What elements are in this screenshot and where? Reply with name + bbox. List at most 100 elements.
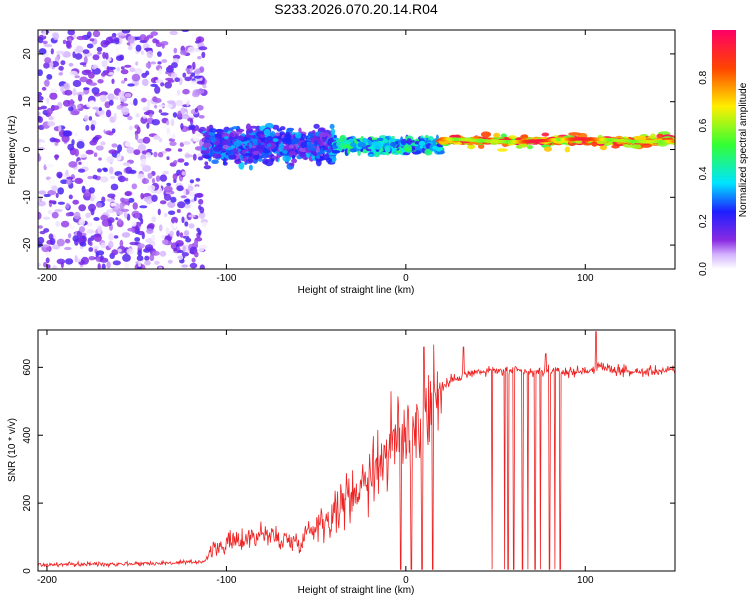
- spectrogram-cell: [95, 145, 104, 151]
- spectrogram-cell: [199, 264, 205, 269]
- spectrogram-cell: [90, 235, 95, 241]
- spectrogram-cell: [222, 144, 229, 149]
- spectrogram-cell: [38, 211, 42, 220]
- spectrogram-cell: [154, 104, 158, 109]
- spectrogram-cell: [591, 141, 598, 147]
- spectrogram-cell: [245, 159, 254, 164]
- snr-data-point: [387, 448, 388, 449]
- spectrogram-cell: [101, 60, 108, 68]
- spectrogram-cell: [85, 212, 91, 218]
- spectrogram-cell: [151, 234, 156, 242]
- spectrogram-cell: [177, 158, 185, 163]
- spectrogram-cell: [282, 154, 292, 163]
- spectrogram-cell: [38, 48, 47, 55]
- spectrogram-cell: [173, 160, 178, 165]
- spectrogram-cell: [196, 227, 201, 232]
- spectrogram-cell: [145, 244, 154, 251]
- spectrogram-cell: [275, 156, 279, 162]
- snr-data-point: [226, 543, 227, 544]
- spectrogram-cell: [198, 211, 206, 220]
- spectrogram-cell: [108, 149, 117, 154]
- spectrogram-cell: [195, 89, 205, 94]
- snr-data-point: [190, 562, 191, 563]
- spectrogram-cell: [323, 146, 329, 151]
- spectrogram-cell: [84, 69, 92, 74]
- spectrogram-cell: [150, 31, 158, 36]
- spectrogram-cell: [228, 153, 237, 160]
- spectrogram-cell: [169, 30, 179, 36]
- spectrogram-cell: [404, 147, 413, 153]
- spectrogram-cell: [136, 126, 141, 134]
- spectrogram-cell: [312, 151, 318, 157]
- snr-x-tick-label: -100: [216, 575, 236, 586]
- spectrogram-cell: [146, 50, 153, 59]
- spectrogram-cell: [195, 192, 204, 198]
- spectrogram-cell: [106, 198, 115, 202]
- spectrogram-cell: [86, 229, 95, 234]
- spectrogram-cell: [76, 104, 82, 109]
- spectrogram-cell: [135, 61, 139, 66]
- spectrogram-cell: [166, 126, 171, 135]
- spectrogram-cell: [381, 151, 387, 156]
- spectrogram-cell: [182, 245, 186, 253]
- spectrogram-cell: [306, 143, 314, 151]
- spectrogram-cell: [107, 93, 115, 101]
- spectrogram-cell: [93, 152, 98, 157]
- snr-data-point: [360, 482, 361, 483]
- spectrogram-cell: [141, 264, 146, 269]
- snr-data-point: [334, 513, 335, 514]
- spectrogram-cell: [97, 168, 102, 173]
- spectrogram-cell: [106, 261, 111, 269]
- colorbar-tick-label: 0.0: [698, 262, 709, 276]
- spectrogram-cell: [161, 235, 166, 239]
- spectrogram-cell: [124, 141, 132, 147]
- spectrogram-cell: [139, 40, 148, 44]
- spectrogram-cell: [83, 87, 90, 91]
- spectrogram-cell: [104, 126, 111, 132]
- spectrogram-cell: [92, 174, 98, 180]
- snr-data-point: [567, 372, 568, 373]
- colorbar-label: Normalized spectral amplitude: [738, 82, 749, 217]
- spectrogram-cell: [118, 175, 126, 183]
- spectrogram-cell: [88, 187, 96, 194]
- spectrogram-cell: [157, 51, 162, 57]
- spectrogram-cell: [154, 85, 161, 94]
- spectrogram-cell: [187, 46, 196, 54]
- snr-data-point: [396, 441, 397, 442]
- spectrogram-core-cell: [671, 139, 675, 143]
- spectrogram-cell: [157, 151, 164, 158]
- spectrogram-cell: [181, 264, 189, 268]
- spectrogram-cell: [80, 232, 87, 236]
- spectrogram-cell: [224, 135, 229, 140]
- spectrogram-cell: [183, 230, 190, 237]
- spectrogram-cell: [176, 209, 181, 213]
- spectrogram-cell: [151, 194, 158, 202]
- spectrogram-cell: [78, 204, 87, 212]
- snr-data-point: [414, 424, 415, 425]
- spectrogram-cell: [48, 115, 55, 121]
- spectrogram-cell: [111, 128, 116, 134]
- snr-y-tick-label: 0: [22, 568, 33, 574]
- spectrogram-cell: [38, 153, 41, 162]
- spectrogram-cell: [194, 107, 198, 113]
- spectrogram-cell: [160, 112, 169, 116]
- spectrogram-cell: [201, 221, 207, 228]
- spectrogram-cell: [38, 236, 45, 244]
- spectrogram-cell: [198, 198, 204, 205]
- spectrogram-cell: [45, 163, 55, 168]
- snr-data-point: [280, 538, 281, 539]
- spectrogram-cell: [143, 111, 151, 116]
- spectrogram-cell: [146, 228, 154, 235]
- spectrogram-cell: [633, 135, 647, 141]
- snr-x-label: Height of straight line (km): [298, 585, 415, 596]
- snr-data-point: [298, 542, 299, 543]
- spectrogram-cell: [55, 221, 60, 227]
- spectrogram-cell: [172, 173, 178, 181]
- spectrogram-cell: [51, 105, 60, 111]
- snr-data-point: [262, 533, 263, 534]
- spectrogram-cell: [58, 72, 63, 76]
- spectrogram-cell: [231, 126, 241, 130]
- spectrogram-cell: [175, 140, 181, 146]
- snr-data-point: [351, 492, 352, 493]
